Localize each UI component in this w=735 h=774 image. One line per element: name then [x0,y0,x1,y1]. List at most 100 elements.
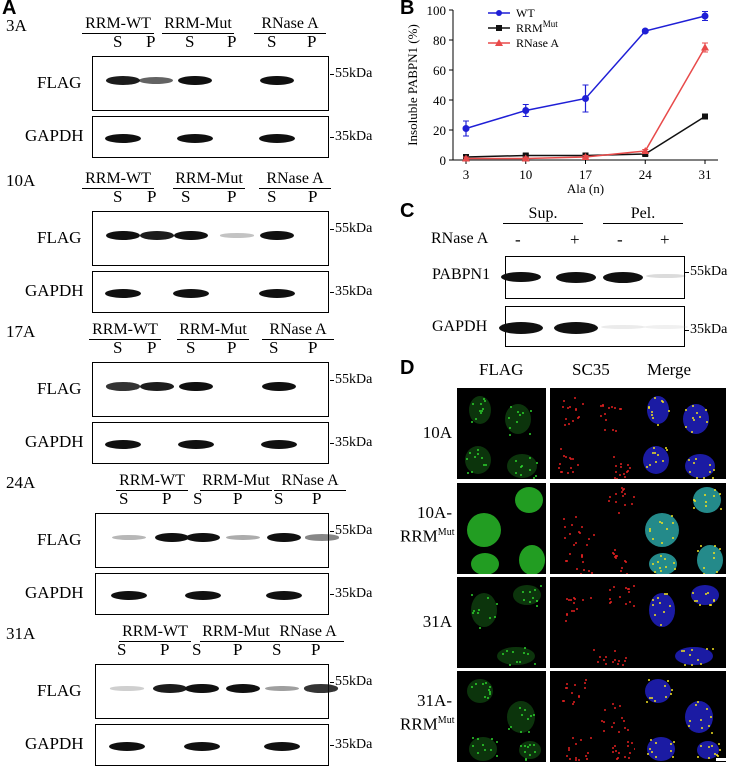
speckle [691,591,694,594]
speckle [474,682,477,685]
speckle [628,752,631,755]
condition-label: RRM-WT [89,321,161,340]
speckle [711,476,714,479]
speckle [495,603,498,606]
row-label-superscript: Mut [437,715,455,726]
speckle [569,466,572,469]
speckle [565,619,568,622]
kda-marker-35: 35kDa [329,284,373,299]
speckle [585,544,588,547]
y-tick-label: 100 [427,3,447,18]
speckle [626,744,629,747]
speckle [489,691,492,694]
speckle [481,683,484,686]
speckle [562,517,565,520]
condition-label: RRM-Mut [162,15,234,34]
speckle [618,731,621,734]
speckle [713,495,716,498]
speckle [653,570,656,573]
speckle [668,410,671,413]
speckle [613,586,616,589]
speckle [696,701,699,704]
legend-label: WT [516,6,535,20]
nucleus [691,585,719,605]
speckle [571,457,574,460]
speckle [702,477,705,479]
speckle [580,738,583,741]
speckle [572,610,575,613]
speckle [501,652,504,655]
column-header: FLAG [479,360,524,379]
speckle [617,512,620,515]
speckle [716,571,719,574]
speckle [658,566,661,569]
speckle [619,463,622,466]
speckle [477,609,480,612]
speckle [530,714,533,717]
speckle [711,648,714,651]
speckle [708,745,711,748]
lane-label: S [186,338,196,357]
speckle [515,472,518,475]
speckle [695,411,698,414]
speckle [564,526,567,529]
lane-label: S [113,32,123,51]
speckle [534,589,537,592]
data-point [521,154,530,162]
protein-band [112,535,146,540]
speckle [612,751,615,754]
protein-label-flag: FLAG [37,530,82,549]
speckle [704,494,707,497]
speckle [687,459,690,462]
speckle [653,452,656,455]
speckle [659,554,662,557]
speckle [603,428,606,431]
speckle [617,751,620,754]
y-axis-label: Insoluble PABPN1 (%) [405,24,420,146]
block-label: 24A [6,473,36,492]
speckle [514,459,517,462]
speckle [629,467,632,470]
condition-underline [259,188,331,189]
speckle [626,463,629,466]
speckle [577,530,580,533]
nucleus [697,545,723,574]
speckle [511,651,514,654]
speckle [468,452,471,455]
speckle [660,542,663,545]
speckle [589,737,592,740]
sc35-image [550,577,641,668]
data-point [582,95,589,102]
speckle [648,529,651,532]
lane-label: P [227,187,237,206]
nucleus [513,585,541,605]
speckle [694,457,697,460]
speckle [623,492,626,495]
nucleus [471,593,497,627]
speckle [532,596,535,599]
x-tick-label: 3 [463,167,470,182]
speckle [571,609,574,612]
nucleus [645,679,671,703]
x-tick-label: 17 [579,167,593,182]
speckle [528,744,531,747]
sc35-image [550,671,641,762]
speckle [653,446,656,449]
condition-label: RNase A [272,623,344,642]
speckle [698,415,701,418]
speckle [519,706,522,709]
nucleus [469,396,491,424]
speckle [608,407,611,410]
speckle [693,599,696,602]
block-label: 31A [6,624,36,643]
lane-label: S [113,338,123,357]
speckle [592,533,595,536]
merge-image [635,483,726,574]
condition-label: RNase A [274,472,346,491]
speckle [654,614,657,617]
speckle [626,588,629,591]
speckle [693,419,696,422]
protein-band [264,741,300,751]
speckle [580,556,583,559]
speckle [665,446,668,449]
